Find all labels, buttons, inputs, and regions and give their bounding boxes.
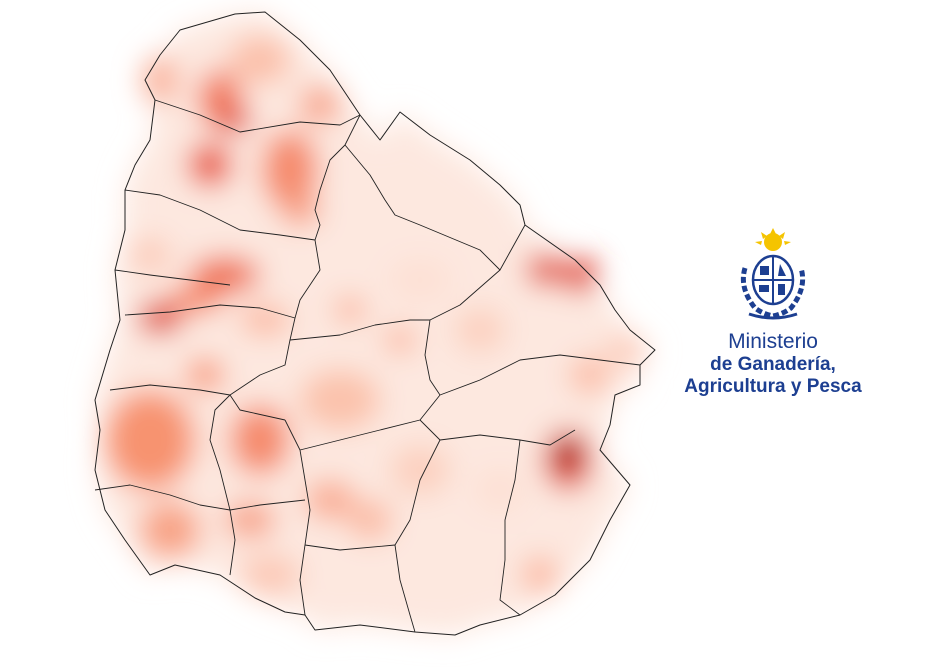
- ministry-name-line3: Agricultura y Pesca: [684, 376, 862, 397]
- ministry-name-line1: Ministerio: [728, 330, 818, 353]
- heatmap-map: [94, 11, 656, 636]
- department-borders: [94, 99, 641, 633]
- coat-of-arms-of-uruguay-icon: [740, 228, 806, 320]
- ministry-name-line2: de Ganadería,: [710, 354, 836, 375]
- ministry-brand: Ministerio de Ganadería, Agricultura y P…: [668, 228, 878, 398]
- heat-layer: [95, 12, 655, 635]
- map-svg: [94, 11, 656, 636]
